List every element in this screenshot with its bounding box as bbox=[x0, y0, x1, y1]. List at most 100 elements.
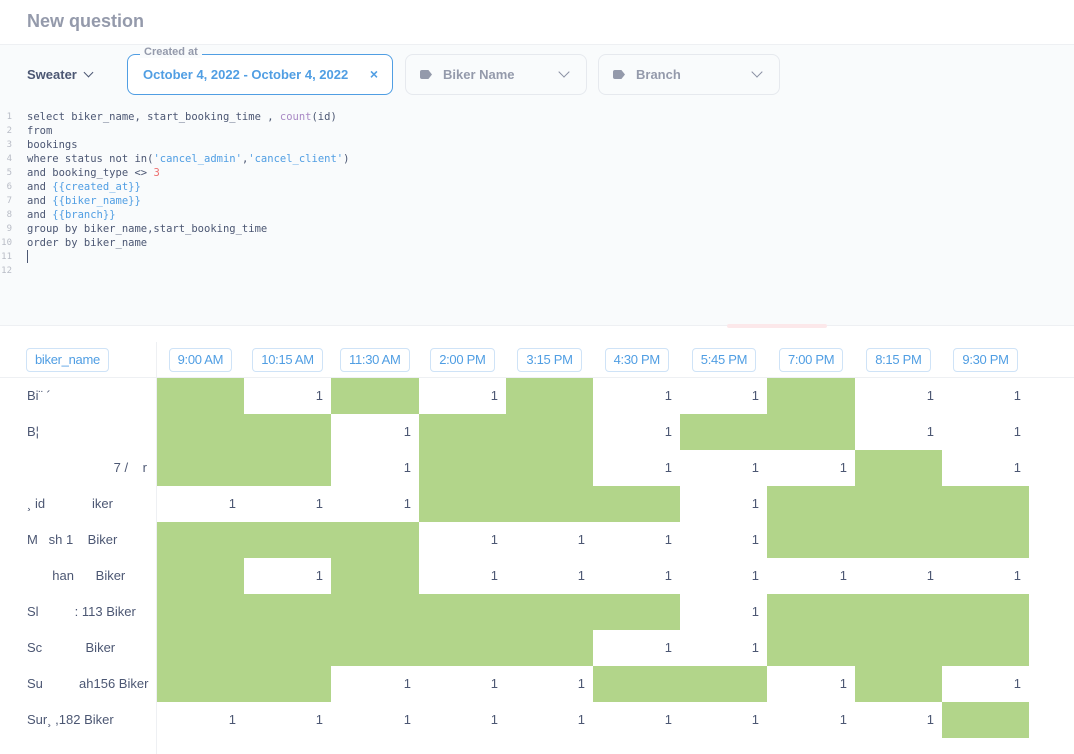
count-cell[interactable] bbox=[244, 594, 331, 630]
count-cell[interactable]: 1 bbox=[577, 568, 585, 583]
count-cell[interactable] bbox=[942, 594, 1029, 630]
count-cell[interactable]: 1 bbox=[403, 676, 411, 691]
count-cell[interactable]: 1 bbox=[664, 460, 672, 475]
count-cell[interactable]: 1 bbox=[315, 568, 323, 583]
count-cell[interactable]: 1 bbox=[315, 712, 323, 727]
count-cell[interactable] bbox=[419, 450, 506, 486]
column-header-time[interactable]: 7:00 PM bbox=[779, 348, 844, 372]
count-cell[interactable]: 1 bbox=[839, 712, 847, 727]
count-cell[interactable]: 1 bbox=[315, 388, 323, 403]
count-cell[interactable] bbox=[593, 666, 680, 702]
count-cell[interactable] bbox=[855, 630, 942, 666]
biker-name-cell[interactable]: han Biker bbox=[27, 568, 126, 583]
count-cell[interactable]: 1 bbox=[403, 424, 411, 439]
count-cell[interactable]: 1 bbox=[1013, 568, 1021, 583]
count-cell[interactable]: 1 bbox=[403, 460, 411, 475]
biker-name-cell[interactable]: Su ah156 Biker bbox=[27, 676, 149, 691]
count-cell[interactable]: 1 bbox=[1013, 460, 1021, 475]
count-cell[interactable]: 1 bbox=[751, 388, 759, 403]
count-cell[interactable]: 1 bbox=[1013, 676, 1021, 691]
count-cell[interactable] bbox=[157, 594, 244, 630]
count-cell[interactable] bbox=[506, 378, 593, 414]
biker-name-cell[interactable]: Bi¨ ´ bbox=[27, 388, 51, 403]
count-cell[interactable] bbox=[157, 558, 244, 594]
count-cell[interactable]: 1 bbox=[490, 568, 498, 583]
count-cell[interactable]: 1 bbox=[751, 604, 759, 619]
count-cell[interactable] bbox=[855, 486, 942, 522]
count-cell[interactable] bbox=[331, 378, 419, 414]
count-cell[interactable]: 1 bbox=[839, 676, 847, 691]
count-cell[interactable]: 1 bbox=[751, 568, 759, 583]
count-cell[interactable] bbox=[855, 594, 942, 630]
count-cell[interactable] bbox=[942, 486, 1029, 522]
count-cell[interactable] bbox=[157, 450, 244, 486]
count-cell[interactable]: 1 bbox=[926, 388, 934, 403]
count-cell[interactable] bbox=[244, 522, 331, 558]
count-cell[interactable] bbox=[244, 450, 331, 486]
biker-name-cell[interactable]: B¦ bbox=[27, 424, 40, 439]
count-cell[interactable] bbox=[157, 378, 244, 414]
count-cell[interactable]: 1 bbox=[664, 532, 672, 547]
count-cell[interactable]: 1 bbox=[926, 712, 934, 727]
count-cell[interactable] bbox=[331, 558, 419, 594]
count-cell[interactable] bbox=[157, 666, 244, 702]
count-cell[interactable]: 1 bbox=[1013, 388, 1021, 403]
count-cell[interactable]: 1 bbox=[751, 532, 759, 547]
count-cell[interactable]: 1 bbox=[664, 640, 672, 655]
column-header-time[interactable]: 11:30 AM bbox=[340, 348, 410, 372]
count-cell[interactable] bbox=[767, 522, 855, 558]
biker-name-cell[interactable]: Sc Biker bbox=[27, 640, 116, 655]
count-cell[interactable]: 1 bbox=[751, 496, 759, 511]
count-cell[interactable] bbox=[157, 414, 244, 450]
count-cell[interactable]: 1 bbox=[751, 640, 759, 655]
biker-name-cell[interactable]: M sh 1 Biker bbox=[27, 532, 118, 547]
count-cell[interactable]: 1 bbox=[664, 424, 672, 439]
count-cell[interactable]: 1 bbox=[228, 712, 236, 727]
count-cell[interactable]: 1 bbox=[664, 388, 672, 403]
count-cell[interactable]: 1 bbox=[403, 712, 411, 727]
count-cell[interactable]: 1 bbox=[926, 424, 934, 439]
biker-name-cell[interactable]: Sur¸ ,182 Biker bbox=[27, 712, 114, 727]
biker-name-cell[interactable]: Sl : 113 Biker bbox=[27, 604, 136, 619]
count-cell[interactable] bbox=[767, 378, 855, 414]
count-cell[interactable] bbox=[855, 522, 942, 558]
count-cell[interactable] bbox=[593, 594, 680, 630]
column-header-time[interactable]: 8:15 PM bbox=[866, 348, 931, 372]
count-cell[interactable] bbox=[506, 630, 593, 666]
count-cell[interactable] bbox=[157, 522, 244, 558]
sql-editor[interactable]: 1 select biker_name, start_booking_time ,… bbox=[0, 107, 1074, 326]
biker-name-filter[interactable]: Biker Name bbox=[405, 54, 587, 95]
created-at-filter[interactable]: Created at October 4, 2022 - October 4, … bbox=[127, 46, 393, 95]
close-icon[interactable]: × bbox=[369, 66, 378, 82]
count-cell[interactable] bbox=[157, 630, 244, 666]
count-cell[interactable] bbox=[506, 414, 593, 450]
column-header-time[interactable]: 2:00 PM bbox=[430, 348, 495, 372]
count-cell[interactable] bbox=[680, 666, 767, 702]
count-cell[interactable]: 1 bbox=[664, 712, 672, 727]
count-cell[interactable]: 1 bbox=[751, 712, 759, 727]
column-header-time[interactable]: 10:15 AM bbox=[252, 348, 323, 372]
column-header-time[interactable]: 4:30 PM bbox=[604, 348, 669, 372]
count-cell[interactable]: 1 bbox=[839, 568, 847, 583]
count-cell[interactable] bbox=[244, 666, 331, 702]
count-cell[interactable] bbox=[680, 414, 767, 450]
count-cell[interactable] bbox=[331, 522, 419, 558]
count-cell[interactable]: 1 bbox=[403, 496, 411, 511]
biker-name-cell[interactable]: ¸ id iker bbox=[27, 496, 113, 511]
count-cell[interactable]: 1 bbox=[490, 532, 498, 547]
count-cell[interactable] bbox=[593, 486, 680, 522]
count-cell[interactable] bbox=[331, 630, 419, 666]
column-header-time[interactable]: 9:00 AM bbox=[168, 348, 233, 372]
count-cell[interactable] bbox=[767, 486, 855, 522]
count-cell[interactable]: 1 bbox=[490, 676, 498, 691]
count-cell[interactable]: 1 bbox=[577, 676, 585, 691]
count-cell[interactable] bbox=[942, 702, 1029, 738]
count-cell[interactable] bbox=[506, 450, 593, 486]
column-header-biker-name[interactable]: biker_name bbox=[26, 348, 109, 372]
count-cell[interactable] bbox=[419, 594, 506, 630]
count-cell[interactable]: 1 bbox=[664, 568, 672, 583]
editor-resize-handle[interactable] bbox=[727, 324, 827, 328]
count-cell[interactable]: 1 bbox=[751, 460, 759, 475]
count-cell[interactable] bbox=[419, 630, 506, 666]
count-cell[interactable] bbox=[506, 486, 593, 522]
